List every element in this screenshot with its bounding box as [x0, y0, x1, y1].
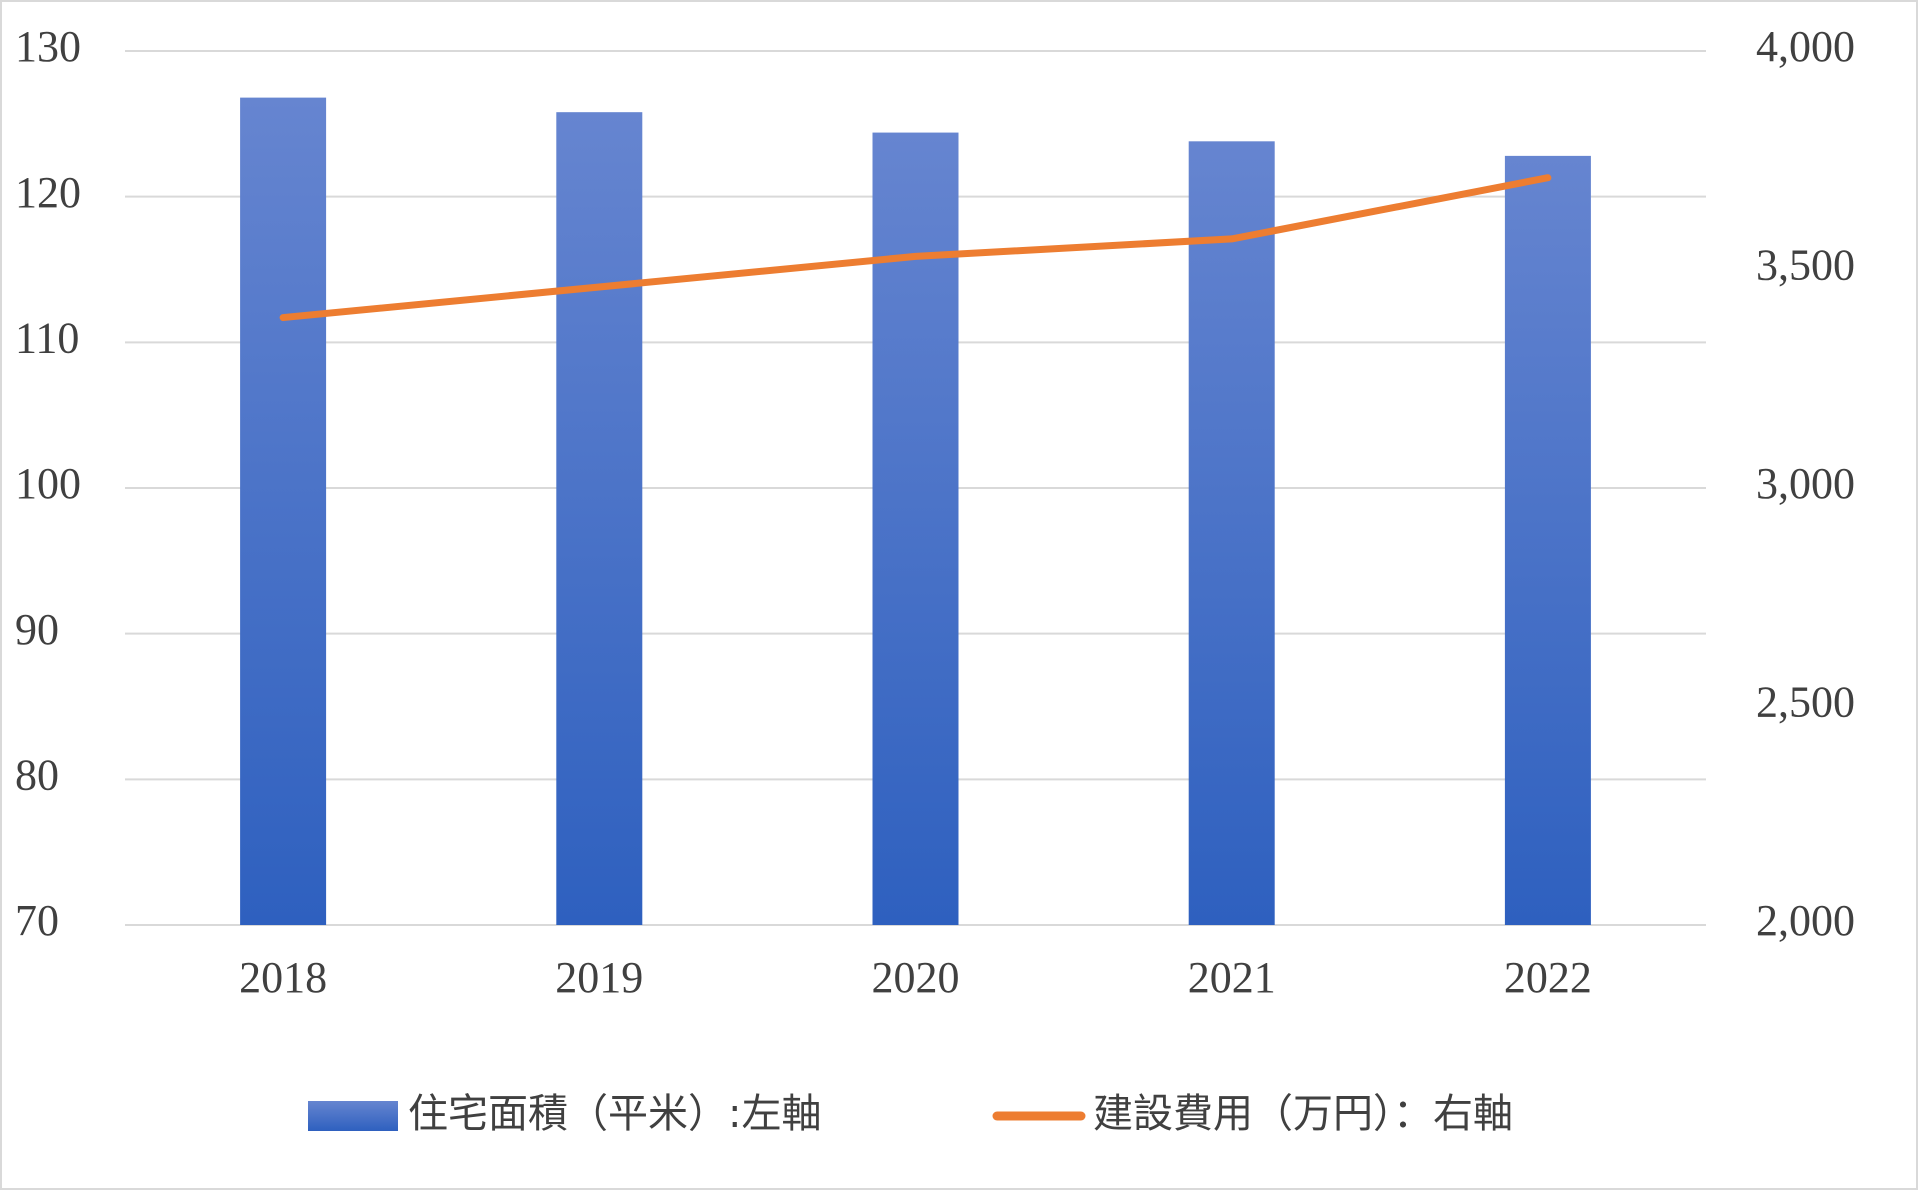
y2-tick-label: 2,500	[1756, 678, 1855, 727]
y2-tick-label: 3,000	[1756, 459, 1855, 508]
bar	[556, 112, 643, 926]
x-tick-label: 2019	[555, 953, 643, 1002]
y-tick-label: 110	[15, 313, 79, 362]
y2-tick-label: 2,000	[1756, 896, 1855, 945]
y-tick-label: 80	[15, 750, 59, 799]
bar	[872, 132, 959, 925]
y2-tick-label: 3,500	[1756, 241, 1855, 290]
y-tick-label: 130	[15, 22, 81, 71]
y-tick-label: 90	[15, 605, 59, 654]
legend-label: 建設費用（万円）：右軸	[1093, 1091, 1513, 1137]
legend-label: 住宅面積（平米）:左軸	[408, 1091, 821, 1137]
y-tick-label: 120	[15, 168, 81, 217]
bar	[240, 97, 327, 925]
line	[279, 174, 1552, 322]
y-tick-label: 100	[15, 459, 81, 508]
y2-tick-label: 4,000	[1756, 22, 1855, 71]
x-tick-label: 2021	[1188, 953, 1276, 1002]
x-tick-label: 2022	[1504, 953, 1592, 1002]
x-tick-label: 2020	[872, 953, 960, 1002]
legend-swatch	[308, 1101, 398, 1131]
x-tick-label: 2018	[239, 953, 327, 1002]
y-tick-label: 70	[15, 896, 59, 945]
bar	[1188, 141, 1275, 925]
bar	[1504, 155, 1591, 925]
